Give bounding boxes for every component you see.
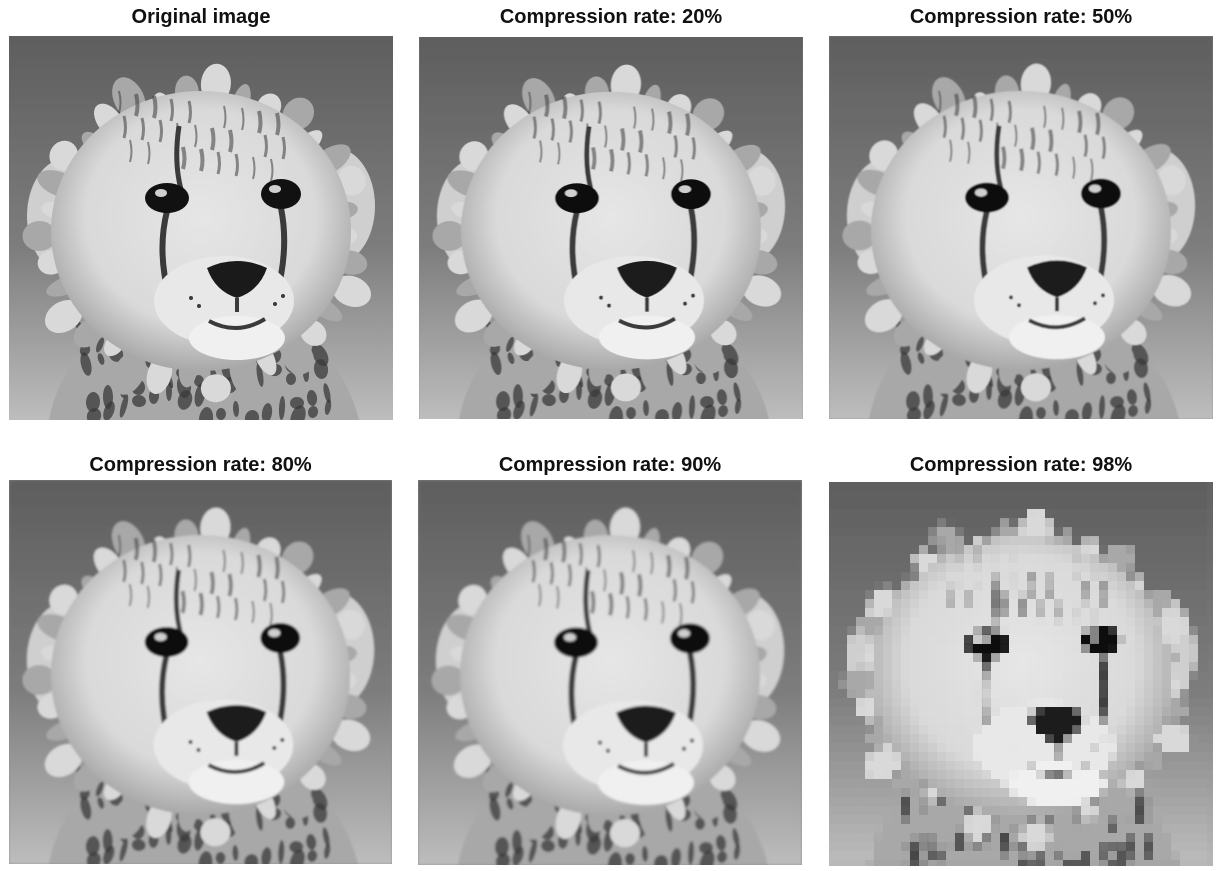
cheetah-cub-photo	[829, 36, 1213, 419]
panel-caption: Compression rate: 20%	[499, 6, 723, 28]
cheetah-cub-photo	[9, 480, 392, 864]
cheetah-cub-photo	[9, 36, 393, 420]
cheetah-cub-photo	[419, 37, 803, 419]
panel-caption: Compression rate: 80%	[89, 454, 312, 476]
panel-caption: Compression rate: 50%	[909, 6, 1133, 28]
cheetah-cub-photo	[829, 482, 1213, 866]
panel-caption: Compression rate: 98%	[909, 454, 1133, 476]
panel-caption: Compression rate: 90%	[498, 454, 722, 476]
cheetah-cub-photo	[418, 480, 802, 865]
panel-caption: Original image	[131, 6, 271, 28]
